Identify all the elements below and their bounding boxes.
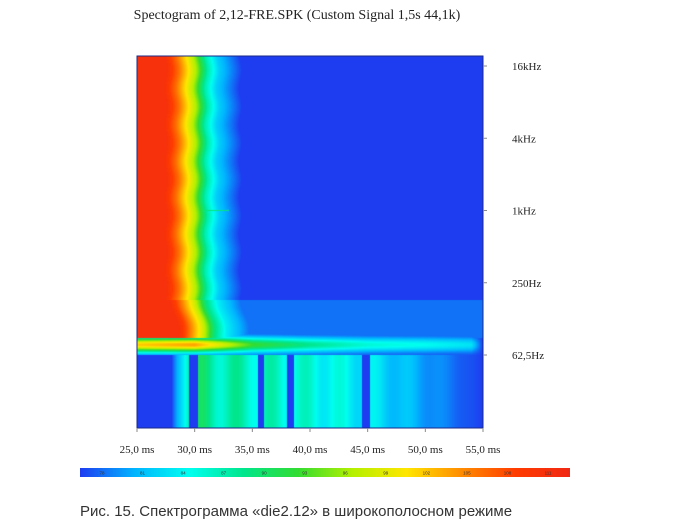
heatmap-image xyxy=(137,56,483,428)
x-tick-label: 30,0 ms xyxy=(177,444,212,456)
colorbar-tick-label: 108 xyxy=(504,471,512,476)
x-tick-label: 50,0 ms xyxy=(408,444,443,456)
x-tick-label: 45,0 ms xyxy=(350,444,385,456)
colorbar-tick-label: 90 xyxy=(262,471,268,476)
y-tick-label: 250Hz xyxy=(512,278,541,290)
y-tick-label: 62,5Hz xyxy=(512,350,544,362)
colorbar: 78 81 84 87 90 93 96 99 102 105 108 111 xyxy=(80,468,570,477)
x-tick-label: 35,0 ms xyxy=(235,444,270,456)
colorbar-tick-label: 78 xyxy=(99,471,105,476)
colorbar-tick-label: 81 xyxy=(140,471,146,476)
colorbar-tick-label: 111 xyxy=(545,471,552,476)
heatmap-plot-area xyxy=(136,55,484,429)
colorbar-tick-label: 99 xyxy=(383,471,389,476)
y-axis: 16kHz 4kHz 1kHz 250Hz 62,5Hz xyxy=(483,61,544,362)
y-tick-label: 1kHz xyxy=(512,206,536,218)
colorbar-tick-label: 84 xyxy=(181,471,187,476)
x-axis: 25,0 ms 30,0 ms 35,0 ms 40,0 ms 45,0 ms 50,0 … xyxy=(120,428,501,456)
y-tick-label: 16kHz xyxy=(512,61,541,73)
x-tick-label: 55,0 ms xyxy=(466,444,501,456)
colorbar-tick-label: 87 xyxy=(221,471,227,476)
x-tick-label: 40,0 ms xyxy=(293,444,328,456)
colorbar-tick-label: 102 xyxy=(423,471,431,476)
colorbar-tick-label: 105 xyxy=(463,471,471,476)
chart-title: Spectogram of 2,12-FRE.SPK (Custom Signa… xyxy=(134,8,461,23)
colorbar-tick-label: 93 xyxy=(302,471,308,476)
figure-caption: Рис. 15. Спектрограмма «die2.12» в широк… xyxy=(80,503,513,520)
colorbar-tick-label: 96 xyxy=(343,471,349,476)
colorbar-gradient xyxy=(80,468,570,477)
y-tick-label: 4kHz xyxy=(512,133,536,145)
x-tick-label: 25,0 ms xyxy=(120,444,155,456)
